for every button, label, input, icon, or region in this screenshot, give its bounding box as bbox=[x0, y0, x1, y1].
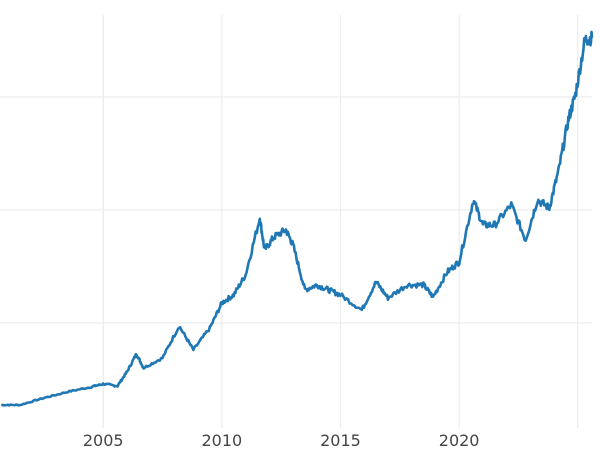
x-tick-label: 2020 bbox=[439, 431, 480, 450]
price-line bbox=[1, 30, 594, 407]
x-tick-label: 2005 bbox=[83, 431, 124, 450]
x-tick-label: 2015 bbox=[320, 431, 361, 450]
x-tick-label: 2010 bbox=[201, 431, 242, 450]
x-axis-ticks: 2005 2010 2015 2020 bbox=[83, 431, 480, 450]
series bbox=[1, 30, 594, 407]
grid bbox=[0, 15, 592, 428]
